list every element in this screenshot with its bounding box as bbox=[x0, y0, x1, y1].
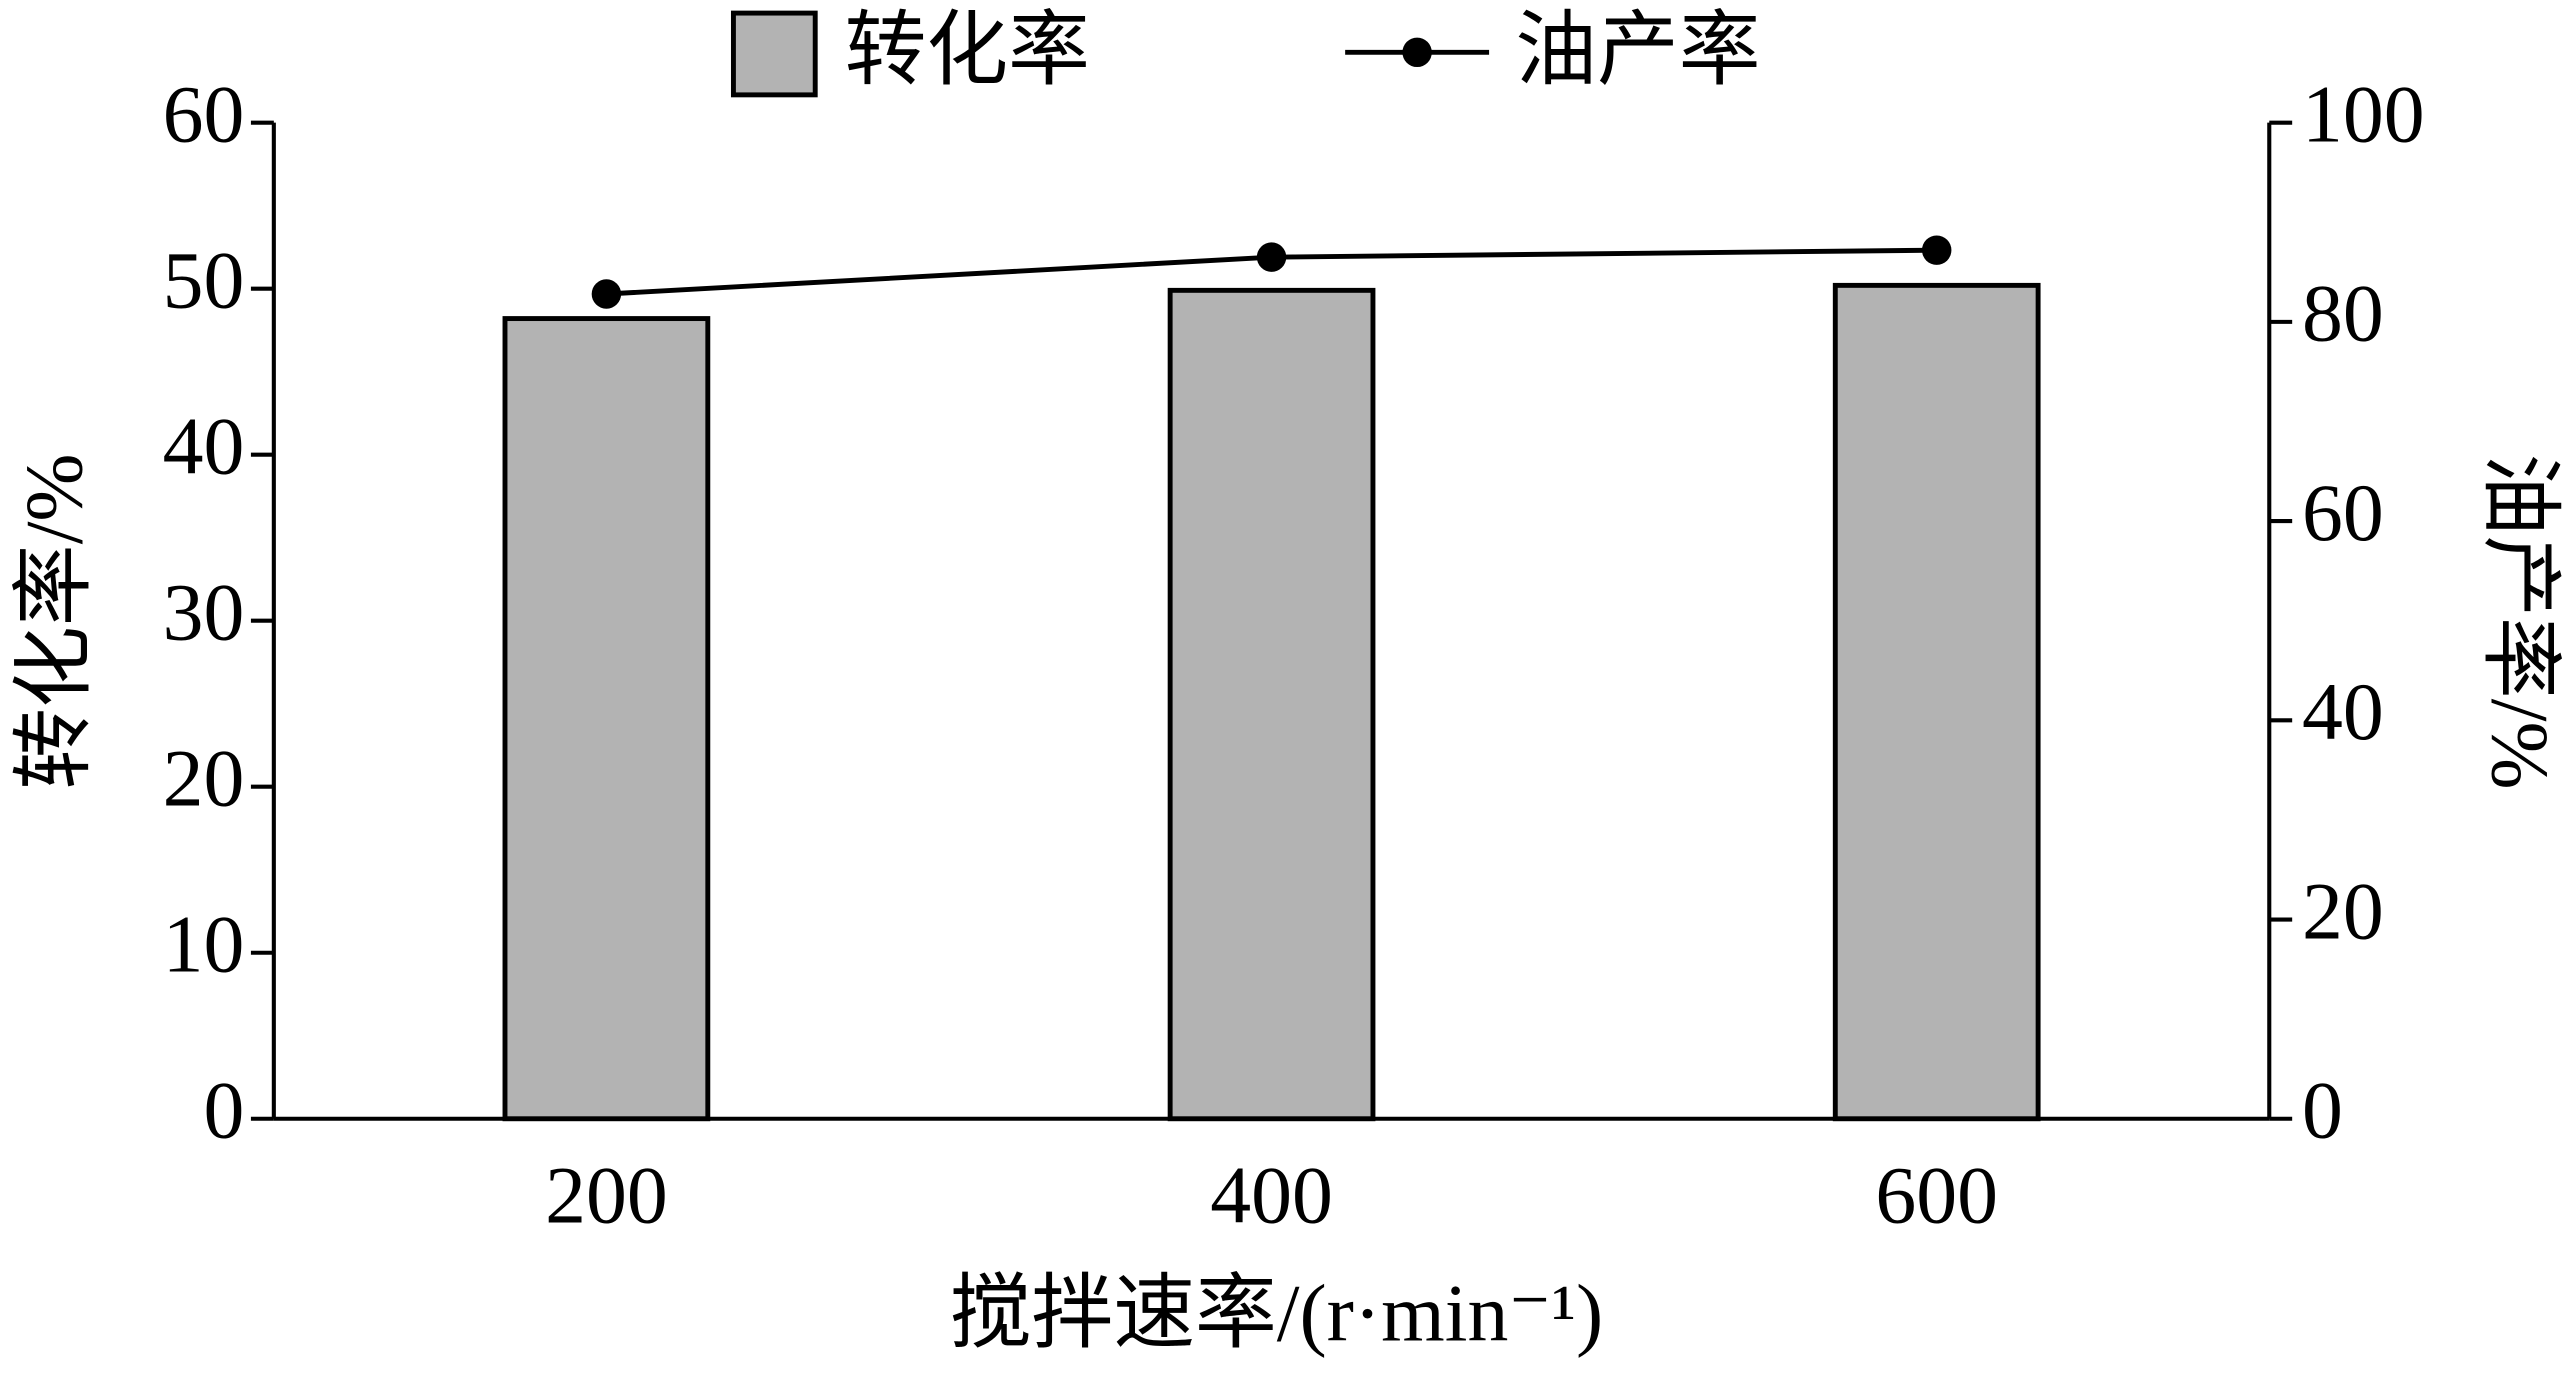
x-axis-title: 搅拌速率/(r·min⁻¹) bbox=[950, 1267, 1604, 1358]
legend-marker bbox=[1402, 37, 1432, 68]
bar bbox=[1167, 287, 1376, 1122]
line-point bbox=[591, 279, 622, 309]
x-tick-label: 200 bbox=[545, 1150, 668, 1241]
y-tick-label: 50 bbox=[163, 234, 245, 325]
y-tick-label: 40 bbox=[163, 400, 245, 491]
line-point bbox=[1921, 235, 1952, 265]
y2-tick-label: 20 bbox=[2302, 865, 2384, 956]
line-point bbox=[1256, 242, 1287, 272]
x-tick-label: 400 bbox=[1210, 1150, 1333, 1241]
legend-swatch bbox=[730, 10, 818, 98]
y-tick-label: 20 bbox=[163, 732, 245, 823]
legend-label: 油产率 bbox=[1515, 5, 1760, 96]
y2-tick-label: 80 bbox=[2302, 268, 2384, 359]
y-axis-title: 转化率/% bbox=[9, 453, 100, 789]
y2-axis-title: 油产率/% bbox=[2475, 453, 2566, 789]
bar bbox=[502, 316, 711, 1122]
bar bbox=[1832, 282, 2041, 1122]
y-tick-label: 10 bbox=[163, 899, 245, 990]
x-tick-label: 600 bbox=[1875, 1150, 1998, 1241]
y2-tick-label: 40 bbox=[2302, 666, 2384, 757]
y2-tick-label: 0 bbox=[2302, 1065, 2343, 1156]
y-tick-label: 0 bbox=[203, 1065, 244, 1156]
legend-label: 转化率 bbox=[845, 5, 1090, 96]
y-tick-label: 30 bbox=[163, 566, 245, 657]
y-tick-label: 60 bbox=[163, 68, 245, 159]
y2-tick-label: 60 bbox=[2302, 467, 2384, 558]
y2-tick-label: 100 bbox=[2302, 68, 2425, 159]
